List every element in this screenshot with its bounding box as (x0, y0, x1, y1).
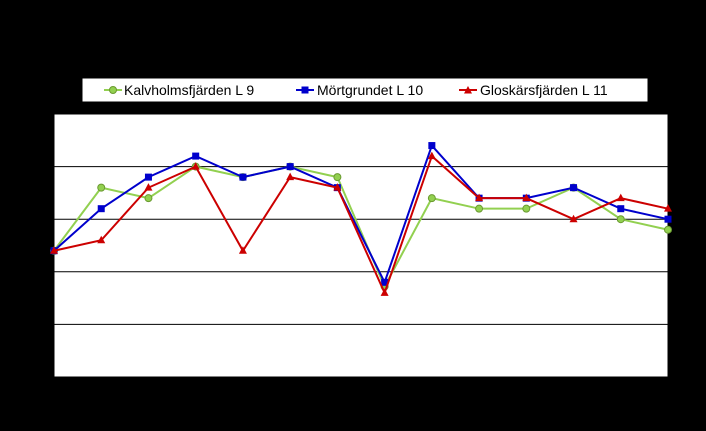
series-line-1 (53, 143, 669, 285)
point-2-5 (286, 172, 295, 181)
legend: Kalvholmsfjärden L 9 Mörtgrundet L 10 Gl… (81, 77, 649, 103)
series-line-2 (53, 154, 669, 296)
point-1-12 (617, 205, 625, 213)
point-0-13 (664, 225, 672, 234)
point-0-6 (333, 173, 342, 182)
point-1-7 (381, 278, 389, 286)
point-1-3 (192, 152, 200, 160)
point-2-10 (522, 193, 531, 202)
point-1-5 (286, 163, 294, 171)
point-2-0 (50, 246, 58, 254)
point-2-3 (191, 162, 200, 170)
point-2-6 (333, 183, 342, 191)
legend-label-1: Mörtgrundet L 10 (317, 82, 423, 98)
point-2-11 (569, 214, 578, 223)
point-2-2 (144, 183, 153, 191)
series-2 (50, 151, 672, 296)
point-2-1 (97, 235, 106, 244)
point-1-8 (428, 142, 436, 150)
legend-item-2: Gloskärsfjärden L 11 (459, 82, 608, 98)
point-2-8 (427, 151, 436, 160)
legend-marker-0 (109, 86, 117, 94)
point-1-4 (239, 173, 247, 181)
legend-marker-2 (464, 86, 472, 94)
point-2-4 (238, 246, 247, 254)
point-1-2 (144, 173, 152, 181)
legend-box (81, 77, 649, 103)
point-0-8 (427, 194, 436, 203)
legend-item-1: Mörtgrundet L 10 (296, 82, 423, 98)
point-0-10 (522, 204, 531, 213)
series-layer (50, 142, 672, 296)
point-2-7 (380, 288, 389, 296)
point-2-9 (475, 193, 484, 202)
plot-area (53, 113, 669, 378)
legend-item-0: Kalvholmsfjärden L 9 (104, 82, 254, 98)
legend-label-0: Kalvholmsfjärden L 9 (124, 82, 254, 98)
point-0-2 (144, 194, 153, 203)
point-0-9 (475, 204, 484, 213)
point-0-12 (616, 215, 625, 224)
point-0-1 (97, 183, 106, 192)
legend-marker-1 (301, 86, 309, 94)
point-2-12 (616, 193, 625, 202)
series-line-0 (53, 165, 669, 289)
point-1-1 (97, 205, 105, 213)
x-axis-ticks (53, 377, 669, 382)
legend-label-2: Gloskärsfjärden L 11 (480, 82, 608, 98)
point-1-11 (570, 184, 578, 192)
point-1-13 (664, 215, 672, 223)
gridlines (54, 166, 668, 325)
point-2-13 (664, 204, 672, 212)
